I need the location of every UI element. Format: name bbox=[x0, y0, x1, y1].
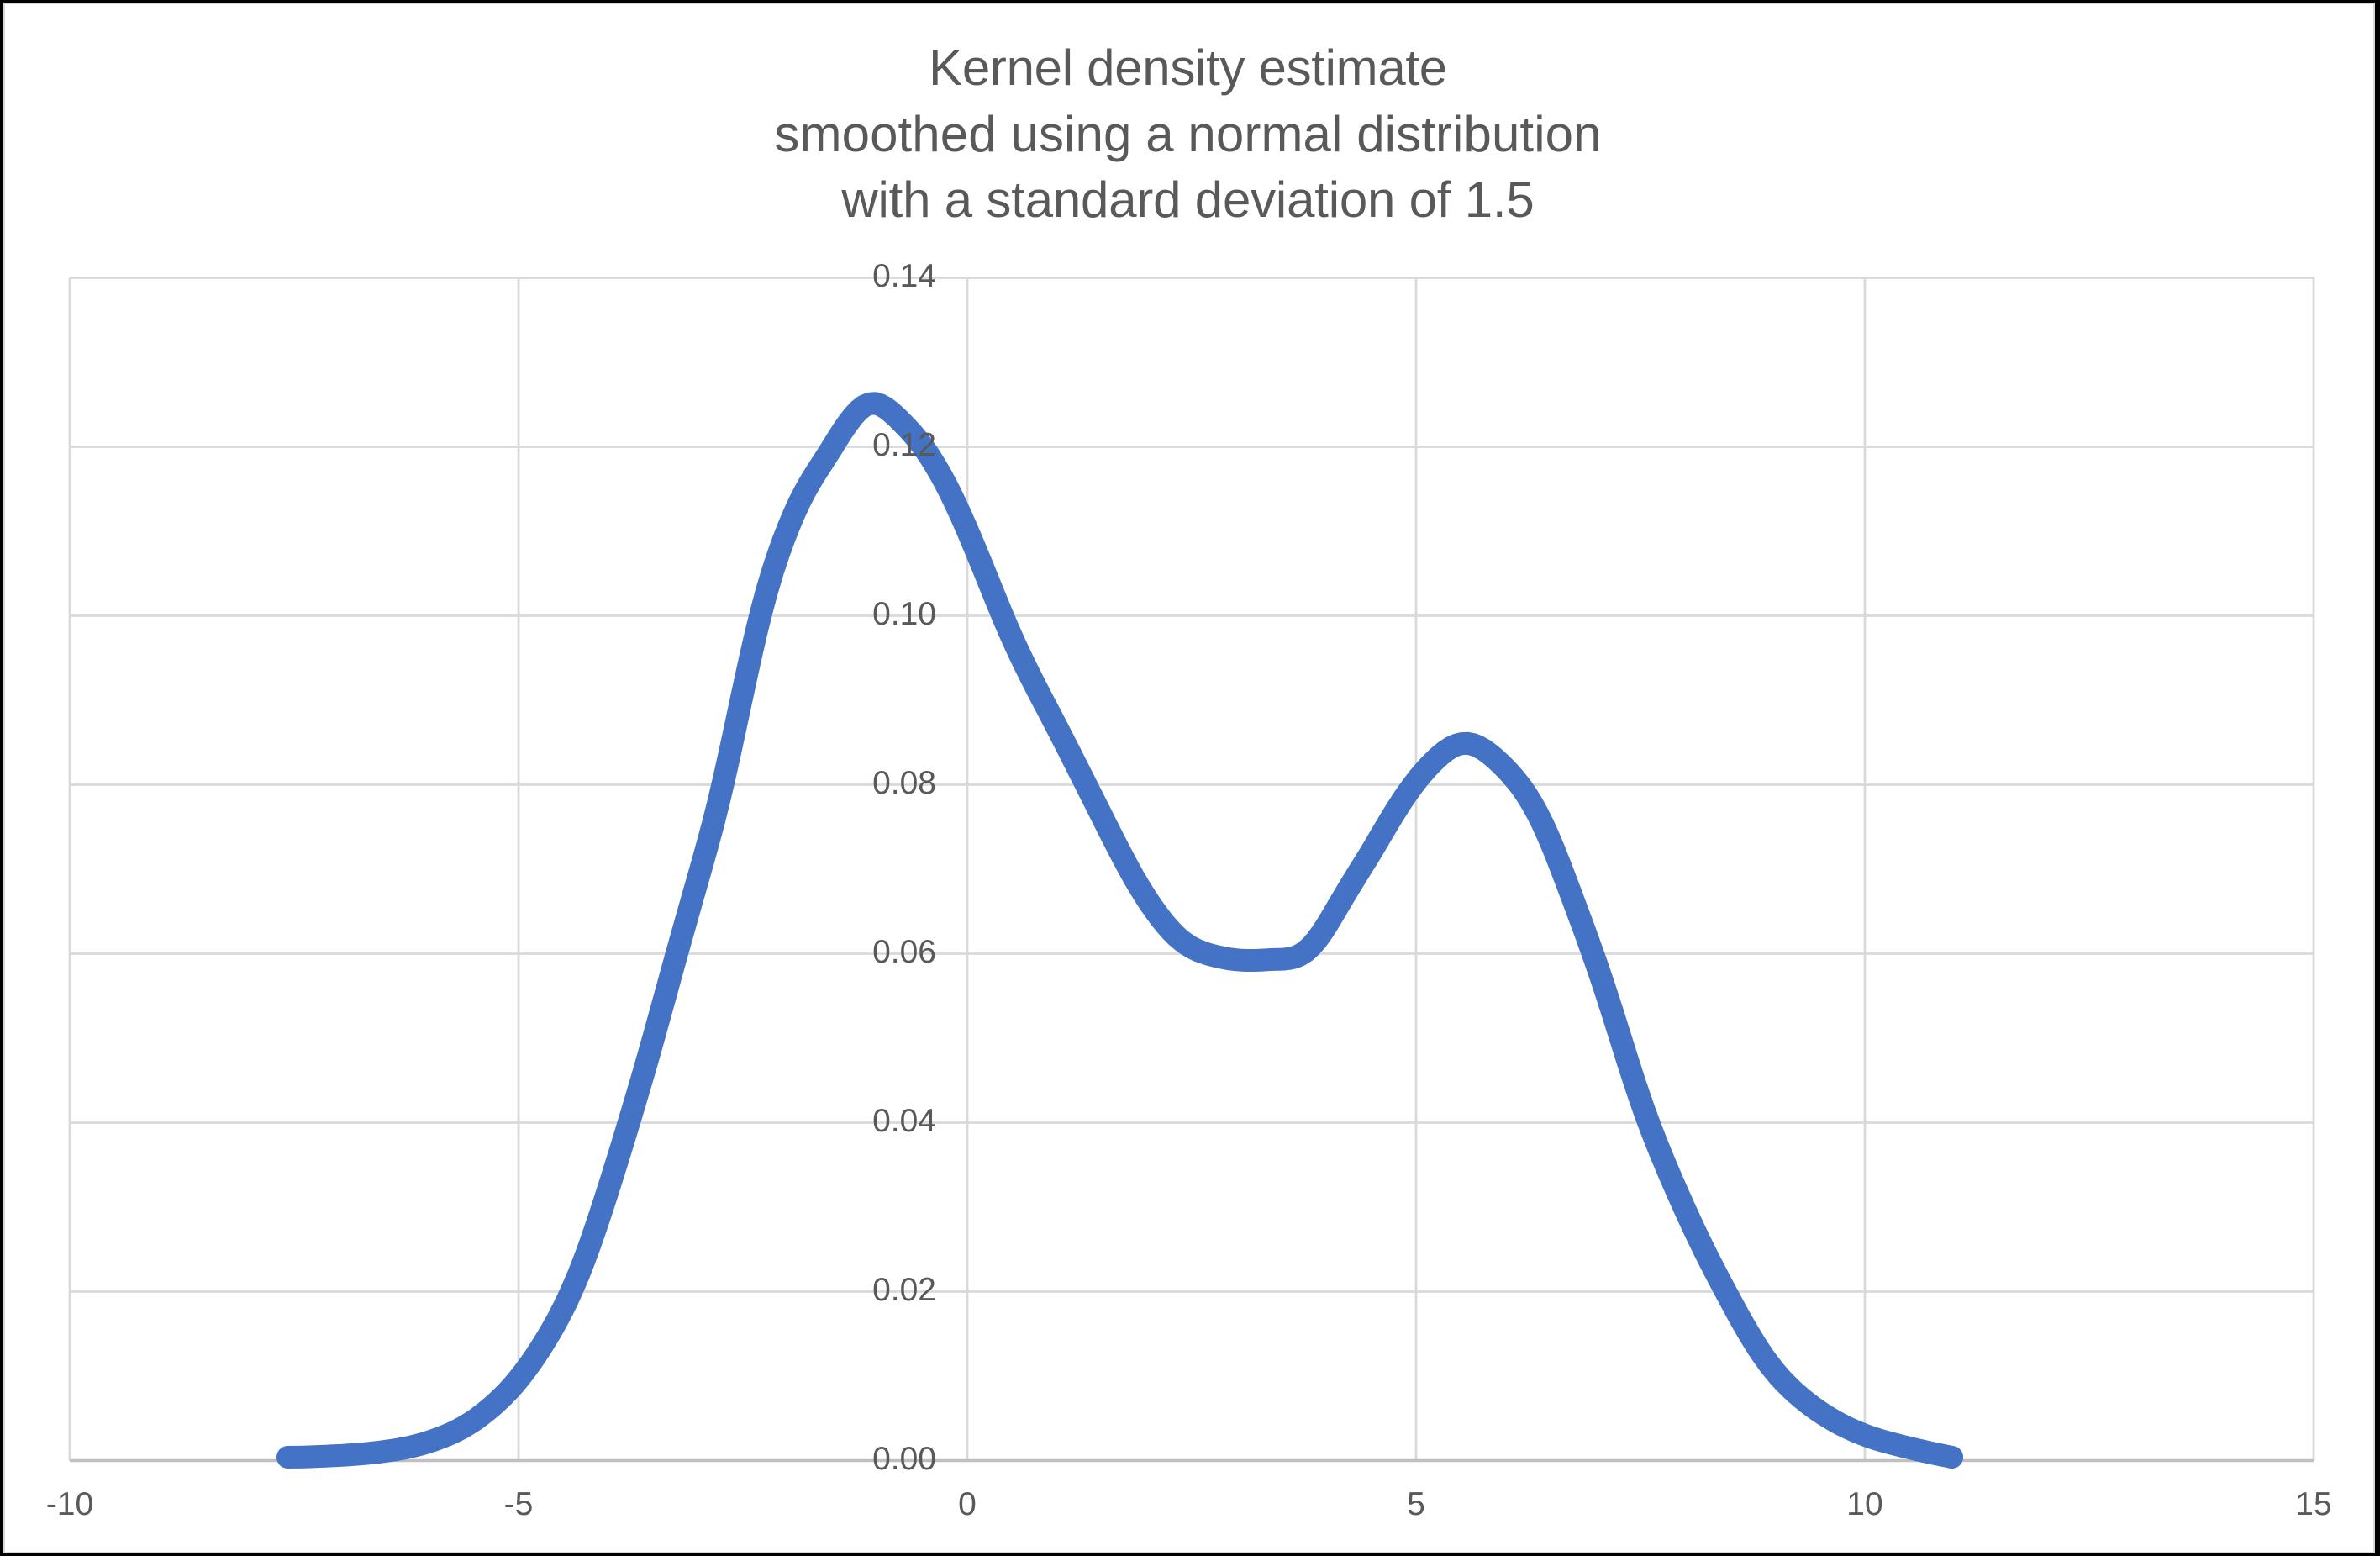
svg-text:15: 15 bbox=[2295, 1486, 2331, 1522]
svg-text:0: 0 bbox=[958, 1486, 977, 1522]
svg-text:-10: -10 bbox=[46, 1486, 93, 1522]
svg-text:10: 10 bbox=[1846, 1486, 1882, 1522]
svg-text:0.04: 0.04 bbox=[872, 1103, 936, 1139]
svg-text:-5: -5 bbox=[504, 1486, 534, 1522]
svg-text:0.14: 0.14 bbox=[872, 258, 936, 294]
svg-text:0.12: 0.12 bbox=[872, 427, 936, 463]
svg-text:0.02: 0.02 bbox=[872, 1272, 936, 1308]
svg-text:Kernel density estimate: Kernel density estimate bbox=[929, 40, 1447, 96]
svg-text:5: 5 bbox=[1407, 1486, 1425, 1522]
svg-text:0.08: 0.08 bbox=[872, 765, 936, 801]
svg-text:0.06: 0.06 bbox=[872, 934, 936, 970]
svg-text:0.10: 0.10 bbox=[872, 596, 936, 632]
svg-text:0.00: 0.00 bbox=[872, 1441, 936, 1477]
svg-text:with a standard deviation of 1: with a standard deviation of 1.5 bbox=[840, 171, 1534, 228]
svg-text:smoothed using a normal distri: smoothed using a normal distribution bbox=[774, 106, 1601, 162]
